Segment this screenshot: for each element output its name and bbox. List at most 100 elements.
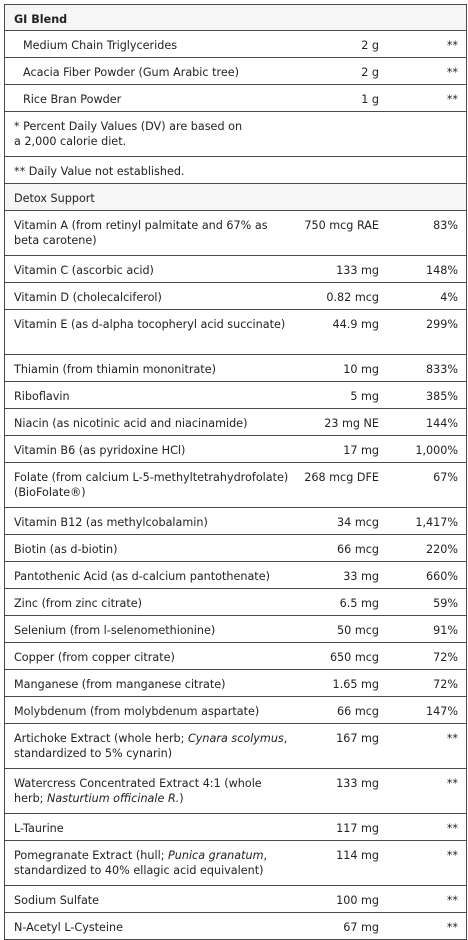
ingredient-dv: 144% [426, 417, 458, 430]
ingredient-dv: 833% [426, 363, 458, 376]
table-row: Manganese (from manganese citrate) 1.65 … [5, 670, 466, 697]
ingredient-dv: 72% [433, 651, 458, 664]
ingredient-dv: 67% [433, 471, 458, 484]
ingredient-dv: 660% [426, 570, 458, 583]
ingredient-dv: ** [446, 921, 458, 934]
ingredient-amount: 23 mg NE [324, 417, 379, 430]
ingredient-name: Vitamin A (from retinyl palmitate and 67… [14, 219, 268, 247]
ingredient-dv: 83% [433, 219, 458, 232]
detox-support-header: Detox Support [5, 184, 466, 211]
table-row: Medium Chain Triglycerides 2 g ** [5, 31, 466, 58]
ingredient-amount: 114 mg [336, 849, 379, 862]
table-row: Copper (from copper citrate) 650 mcg 72% [5, 643, 466, 670]
ingredient-dv: 4% [440, 291, 458, 304]
ingredient-amount: 6.5 mg [339, 597, 379, 610]
ingredient-amount: 66 mcg [337, 543, 379, 556]
supplement-facts-table: GI Blend Medium Chain Triglycerides 2 g … [4, 4, 467, 940]
ingredient-name: Niacin (as nicotinic acid and niacinamid… [14, 417, 248, 430]
ingredient-dv: 72% [433, 678, 458, 691]
table-row: Selenium (from l-selenomethionine) 50 mc… [5, 616, 466, 643]
footnote-not-established: ** Daily Value not established. [14, 165, 185, 178]
table-row: Biotin (as d-biotin) 66 mcg 220% [5, 535, 466, 562]
ingredient-name: Pomegranate Extract (hull; Punica granat… [14, 849, 268, 877]
ingredient-dv: 299% [426, 318, 458, 331]
ingredient-amount: 66 mcg [337, 705, 379, 718]
table-row: Thiamin (from thiamin mononitrate) 10 mg… [5, 355, 466, 382]
ingredient-name: Selenium (from l-selenomethionine) [14, 624, 216, 637]
ingredient-amount: 167 mg [336, 732, 379, 745]
table-row: Rice Bran Powder 1 g ** [5, 85, 466, 112]
detox-support-title: Detox Support [14, 192, 95, 205]
ingredient-dv: 91% [433, 624, 458, 637]
ingredient-amount: 34 mcg [337, 516, 379, 529]
table-row: Pantothenic Acid (as d-calcium pantothen… [5, 562, 466, 589]
ingredient-name: Rice Bran Powder [23, 93, 122, 106]
ingredient-name: Folate (from calcium L-5-methyltetrahydr… [14, 471, 289, 499]
ingredient-name: Vitamin C (ascorbic acid) [14, 264, 154, 277]
ingredient-dv: 59% [433, 597, 458, 610]
ingredient-name: Pantothenic Acid (as d-calcium pantothen… [14, 570, 270, 583]
table-row: Zinc (from zinc citrate) 6.5 mg 59% [5, 589, 466, 616]
ingredient-dv: ** [446, 66, 458, 79]
ingredient-dv: 1,417% [415, 516, 458, 529]
ingredient-amount: 750 mcg RAE [304, 219, 379, 232]
table-row: Acacia Fiber Powder (Gum Arabic tree) 2 … [5, 58, 466, 85]
table-row: Artichoke Extract (whole herb; Cynara sc… [5, 724, 466, 769]
gi-blend-title: GI Blend [14, 13, 68, 26]
ingredient-name: Vitamin B12 (as methylcobalamin) [14, 516, 208, 529]
ingredient-dv: 148% [426, 264, 458, 277]
ingredient-name: N-Acetyl L-Cysteine [14, 921, 124, 934]
footnote-not-established-row: ** Daily Value not established. [5, 157, 466, 184]
ingredient-name: Acacia Fiber Powder (Gum Arabic tree) [23, 66, 239, 79]
ingredient-amount: 117 mg [336, 822, 379, 835]
table-row: L-Taurine 117 mg ** [5, 814, 466, 841]
ingredient-amount: 133 mg [336, 264, 379, 277]
ingredient-dv: ** [446, 39, 458, 52]
ingredient-name: Medium Chain Triglycerides [23, 39, 178, 52]
ingredient-amount: 1.65 mg [332, 678, 379, 691]
ingredient-name: Zinc (from zinc citrate) [14, 597, 143, 610]
ingredient-dv: ** [446, 849, 458, 862]
ingredient-dv: 385% [426, 390, 458, 403]
ingredient-amount: 268 mcg DFE [304, 471, 379, 484]
gi-blend-header: GI Blend [5, 5, 466, 31]
ingredient-dv: 1,000% [415, 444, 458, 457]
table-row: Vitamin C (ascorbic acid) 133 mg 148% [5, 256, 466, 283]
ingredient-dv: ** [446, 894, 458, 907]
ingredient-amount: 17 mg [343, 444, 379, 457]
table-row: Pomegranate Extract (hull; Punica granat… [5, 841, 466, 886]
ingredient-amount: 44.9 mg [332, 318, 379, 331]
ingredient-name: L-Taurine [14, 822, 64, 835]
ingredient-dv: 147% [426, 705, 458, 718]
ingredient-dv: 220% [426, 543, 458, 556]
table-row: Riboflavin 5 mg 385% [5, 382, 466, 409]
ingredient-dv: ** [446, 777, 458, 790]
ingredient-dv: ** [446, 732, 458, 745]
ingredient-dv: ** [446, 93, 458, 106]
footnote-percent-dv: * Percent Daily Values (DV) are based on… [14, 120, 243, 148]
ingredient-name: Artichoke Extract (whole herb; Cynara sc… [14, 732, 288, 760]
table-row: Vitamin A (from retinyl palmitate and 67… [5, 211, 466, 256]
ingredient-amount: 10 mg [343, 363, 379, 376]
ingredient-name: Vitamin E (as d-alpha tocopheryl acid su… [14, 318, 286, 331]
ingredient-name: Riboflavin [14, 390, 70, 403]
ingredient-amount: 2 g [361, 39, 379, 52]
table-row: Vitamin B12 (as methylcobalamin) 34 mcg … [5, 508, 466, 535]
table-row: Sodium Sulfate 100 mg ** [5, 886, 466, 913]
table-row: Niacin (as nicotinic acid and niacinamid… [5, 409, 466, 436]
ingredient-dv: ** [446, 822, 458, 835]
table-row: Vitamin B6 (as pyridoxine HCl) 17 mg 1,0… [5, 436, 466, 463]
table-row: Molybdenum (from molybdenum aspartate) 6… [5, 697, 466, 724]
ingredient-name: Sodium Sulfate [14, 894, 100, 907]
table-row: Vitamin E (as d-alpha tocopheryl acid su… [5, 310, 466, 355]
ingredient-name: Copper (from copper citrate) [14, 651, 175, 664]
ingredient-amount: 33 mg [343, 570, 379, 583]
ingredient-amount: 133 mg [336, 777, 379, 790]
footnote-percent-dv-row: * Percent Daily Values (DV) are based on… [5, 112, 466, 157]
ingredient-name: Thiamin (from thiamin mononitrate) [14, 363, 216, 376]
table-row: Watercress Concentrated Extract 4:1 (who… [5, 769, 466, 814]
ingredient-amount: 5 mg [350, 390, 379, 403]
table-row: Vitamin D (cholecalciferol) 0.82 mcg 4% [5, 283, 466, 310]
ingredient-amount: 100 mg [336, 894, 379, 907]
ingredient-amount: 67 mg [343, 921, 379, 934]
